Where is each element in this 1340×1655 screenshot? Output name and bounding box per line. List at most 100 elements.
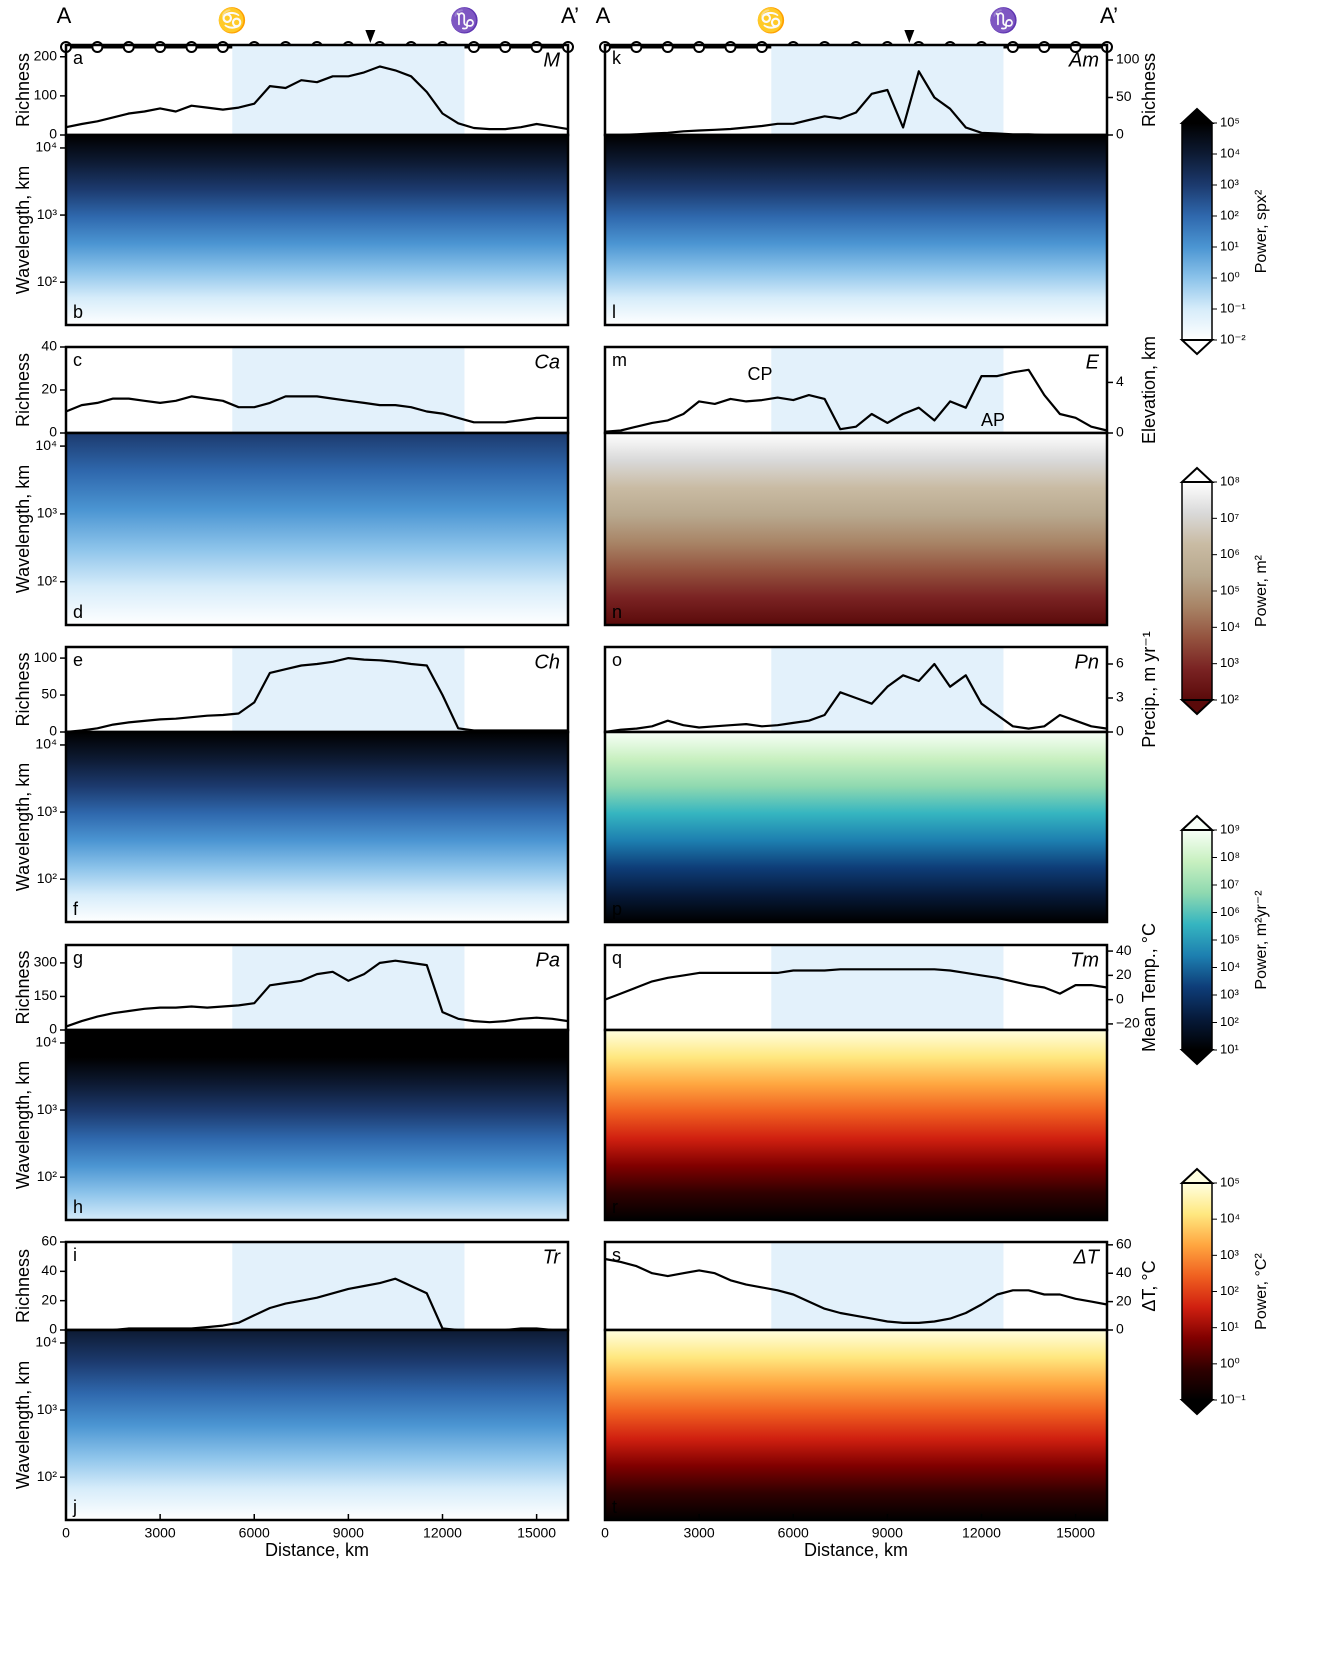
y-axis-label: Mean Temp., °C — [1139, 923, 1159, 1052]
colorbar-end — [1179, 339, 1215, 356]
colorbar-tick-label: 10⁸ — [1220, 849, 1240, 864]
x-tick-label: 3000 — [145, 1525, 176, 1541]
y-axis-label: Richness — [13, 53, 33, 127]
colorbar-tick-label: 10⁹ — [1220, 821, 1240, 836]
y-tick-label: 10⁴ — [35, 1034, 57, 1050]
colorbar-tick-label: 10⁴ — [1220, 619, 1240, 634]
colorbar-tick-label: 10⁸ — [1220, 473, 1240, 488]
panel-letter: n — [612, 602, 622, 622]
y-axis-label: Wavelength, km — [13, 763, 33, 891]
taxon-label: E — [1086, 351, 1100, 373]
x-tick-label: 0 — [601, 1525, 609, 1541]
colorbar-label: Power, m²yr⁻² — [1253, 890, 1270, 990]
panel-letter: i — [73, 1245, 77, 1265]
tropics-shade — [771, 647, 1004, 732]
y-axis-label: Precip., m yr⁻¹ — [1139, 631, 1159, 748]
colorbar-end — [1179, 699, 1215, 716]
panel-letter: g — [73, 948, 83, 968]
panel-letter: t — [612, 1497, 617, 1517]
colorbar-tick-label: 10⁴ — [1220, 145, 1240, 160]
taxon-label: Pn — [1075, 651, 1099, 673]
y-tick-label: 0 — [1116, 424, 1124, 440]
transect-node — [724, 41, 737, 53]
section-start: A — [57, 3, 72, 28]
y-tick-label: 20 — [41, 1291, 57, 1307]
y-tick-label: 40 — [41, 1262, 57, 1278]
colorbar-end — [1179, 466, 1215, 483]
transect-node — [499, 41, 512, 53]
panel-letter: k — [612, 48, 622, 68]
y-axis-label: Richness — [13, 652, 33, 726]
x-tick-label: 0 — [62, 1525, 70, 1541]
taxon-label: Ca — [534, 351, 560, 373]
y-tick-label: 10² — [37, 1168, 58, 1184]
x-tick-label: 9000 — [872, 1525, 903, 1541]
tropic-north: ♋ — [756, 6, 786, 34]
transect-node — [154, 41, 167, 53]
tropics-shade — [232, 647, 465, 732]
y-tick-label: 10⁴ — [35, 736, 57, 752]
colorbar-tick-label: 10⁴ — [1220, 959, 1240, 974]
y-tick-label: 10⁴ — [35, 1334, 57, 1350]
taxon-label: Tm — [1070, 949, 1099, 971]
y-tick-label: 0 — [49, 424, 57, 440]
x-tick-label: 15000 — [1056, 1525, 1095, 1541]
y-tick-label: 10³ — [37, 505, 58, 521]
x-axis-label: Distance, km — [804, 1540, 908, 1560]
panel-letter: h — [73, 1197, 83, 1217]
transect-node — [693, 41, 706, 53]
y-tick-label: 50 — [41, 686, 57, 702]
y-tick-label: 40 — [41, 338, 57, 354]
frame — [64, 1328, 570, 1522]
taxon-label: M — [543, 49, 560, 71]
colorbar-label: Power, °C² — [1253, 1253, 1270, 1330]
y-axis-label: Richness — [1139, 53, 1159, 127]
power-spectrum — [66, 732, 568, 922]
transect-node — [91, 41, 104, 53]
colorbar — [1181, 481, 1213, 701]
y-tick-label: 40 — [1116, 1264, 1132, 1280]
power-spectrum — [605, 732, 1107, 922]
data-line — [604, 662, 1108, 734]
transect-node — [530, 41, 543, 53]
taxon-label: Tr — [543, 1246, 562, 1268]
tropic-south: ♑ — [450, 6, 480, 34]
y-tick-label: 20 — [1116, 1292, 1132, 1308]
tropics-shade — [771, 945, 1004, 1030]
colorbar-tick-label: 10⁰ — [1220, 1355, 1240, 1370]
annotation: CP — [747, 364, 772, 384]
y-tick-label: 20 — [41, 381, 57, 397]
colorbar-label: Power, m² — [1253, 554, 1270, 627]
y-tick-label: 0 — [1116, 126, 1124, 142]
tropics-shade — [232, 945, 465, 1030]
power-spectrum — [66, 433, 568, 625]
power-spectrum — [605, 135, 1107, 325]
y-axis-label: Richness — [13, 950, 33, 1024]
colorbar-tick-label: 10⁵ — [1220, 582, 1240, 597]
colorbar-tick-label: 10² — [1220, 1014, 1239, 1029]
y-tick-label: 10³ — [37, 206, 58, 222]
y-tick-label: 4 — [1116, 373, 1124, 389]
panel-letter: r — [612, 1197, 618, 1217]
colorbar-tick-label: 10⁵ — [1220, 114, 1240, 129]
colorbar-end — [1179, 1399, 1215, 1416]
x-tick-label: 12000 — [962, 1525, 1001, 1541]
panel-letter: o — [612, 650, 622, 670]
transect-node — [1006, 41, 1019, 53]
data-line — [604, 968, 1108, 1001]
y-axis-label: Richness — [13, 1249, 33, 1323]
y-axis-label: ΔT, °C — [1139, 1260, 1159, 1311]
colorbar-tick-label: 10⁻¹ — [1220, 300, 1246, 315]
y-tick-label: 10⁴ — [35, 437, 57, 453]
panel-letter: q — [612, 948, 622, 968]
x-tick-label: 6000 — [239, 1525, 270, 1541]
y-tick-label: 0 — [49, 1321, 57, 1337]
x-tick-label: 6000 — [778, 1525, 809, 1541]
colorbar-label: Power, spx² — [1253, 189, 1270, 273]
colorbar-tick-label: 10⁻¹ — [1220, 1391, 1246, 1406]
transect-node — [122, 41, 135, 53]
transect-node — [661, 41, 674, 53]
colorbar-tick-label: 10¹ — [1220, 1041, 1239, 1056]
y-tick-label: 50 — [1116, 88, 1132, 104]
taxon-label: Am — [1068, 49, 1099, 71]
